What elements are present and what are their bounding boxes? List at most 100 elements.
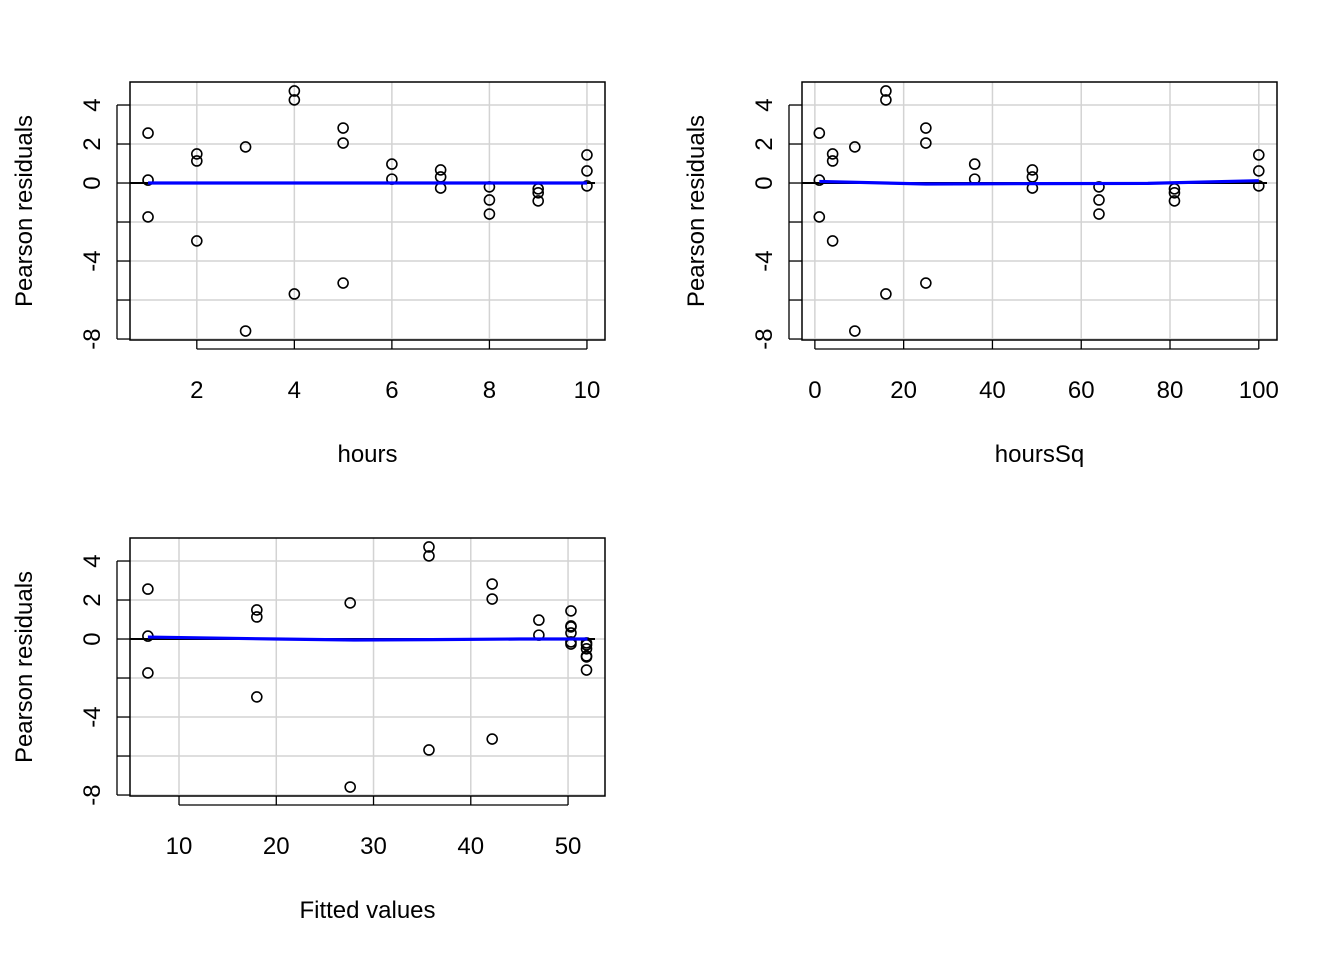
data-point	[1252, 165, 1265, 177]
data-point	[239, 325, 252, 337]
data-point	[1168, 195, 1181, 207]
data-point	[581, 165, 593, 177]
x-tick-label: 6	[385, 377, 398, 404]
data-point	[191, 148, 203, 160]
data-point	[344, 597, 356, 609]
data-point	[968, 158, 981, 170]
x-tick-label: 100	[1239, 377, 1279, 404]
data-point	[288, 288, 301, 300]
x-tick-label: 20	[263, 833, 290, 860]
x-tick-label: 20	[890, 377, 917, 404]
data-point	[580, 642, 593, 655]
data-point	[251, 611, 263, 623]
data-point	[142, 174, 154, 186]
x-tick-label: 4	[288, 377, 301, 404]
y-tick-label: 4	[79, 98, 106, 111]
data-point	[1093, 194, 1105, 206]
data-point	[580, 664, 593, 676]
data-point	[1168, 186, 1181, 199]
y-axis-label: Pearson residuals	[11, 115, 38, 307]
data-point	[191, 235, 203, 247]
y-tick-label: 0	[79, 632, 106, 645]
x-tick-label: 8	[483, 377, 496, 404]
x-axis-label: hours	[337, 441, 397, 468]
data-point	[880, 85, 892, 97]
data-point	[1026, 171, 1039, 183]
y-axis-label: Pearson residuals	[11, 571, 38, 763]
x-axis-label: Fitted values	[299, 897, 435, 924]
y-tick-label: -4	[79, 706, 106, 727]
x-tick-label: 40	[979, 377, 1006, 404]
data-point	[386, 158, 398, 170]
data-point	[434, 171, 447, 183]
data-point	[826, 148, 839, 160]
data-point	[344, 781, 356, 793]
y-tick-label: 2	[79, 593, 106, 606]
data-point	[849, 141, 861, 153]
y-tick-label: -8	[79, 328, 106, 349]
data-point	[251, 604, 263, 616]
data-point	[580, 651, 593, 663]
data-point	[826, 155, 839, 167]
data-point	[142, 667, 154, 679]
x-tick-label: 80	[1157, 377, 1184, 404]
data-point	[486, 593, 498, 605]
y-tick-label: 2	[79, 137, 106, 150]
data-point	[337, 122, 349, 134]
data-point	[880, 288, 892, 300]
data-point	[251, 691, 263, 703]
data-point	[1093, 208, 1105, 220]
data-point	[920, 277, 932, 289]
data-point	[288, 94, 301, 106]
data-point	[532, 195, 544, 207]
x-tick-label: 60	[1068, 377, 1095, 404]
y-tick-label: 2	[751, 137, 778, 150]
data-point	[288, 85, 301, 97]
data-point	[486, 578, 498, 590]
data-point	[423, 541, 435, 553]
data-point	[1026, 164, 1039, 176]
data-point	[486, 733, 498, 745]
data-point	[483, 194, 496, 206]
x-tick-label: 40	[457, 833, 484, 860]
smooth-curve	[147, 635, 588, 642]
data-point	[532, 186, 544, 199]
y-tick-label: -8	[751, 328, 778, 349]
x-tick-label: 0	[808, 377, 821, 404]
data-point	[565, 621, 577, 633]
y-tick-label: -8	[79, 784, 106, 805]
x-tick-label: 10	[574, 377, 601, 404]
data-point	[826, 235, 839, 247]
data-point	[239, 141, 252, 153]
data-point	[813, 127, 826, 139]
plot-frame	[129, 537, 606, 797]
plot-frame	[129, 81, 606, 341]
data-point	[565, 605, 577, 617]
data-point	[483, 208, 496, 220]
data-point	[434, 164, 447, 176]
y-tick-label: 4	[79, 554, 106, 567]
panel-3: 10 20 30 40 50 -8 -4 0 2 4 Fitted values Pearson re…	[11, 537, 606, 924]
data-point	[849, 325, 861, 337]
data-point	[191, 155, 203, 167]
data-point	[581, 180, 593, 192]
plot-frame	[801, 81, 1278, 341]
data-point	[533, 614, 545, 626]
smooth-curve	[819, 179, 1259, 186]
y-tick-label: 0	[79, 176, 106, 189]
y-tick-label: 0	[751, 176, 778, 189]
panel-1: 2 4 6 8 10 -8 -4 0 2 4 hours Pearson residuals	[11, 81, 606, 468]
data-point	[337, 277, 349, 289]
x-tick-label: 30	[360, 833, 387, 860]
data-point	[880, 94, 892, 106]
y-tick-label: -4	[751, 250, 778, 271]
data-point	[142, 127, 154, 139]
y-tick-label: -4	[79, 250, 106, 271]
data-point	[813, 211, 826, 223]
data-point	[142, 211, 154, 223]
y-axis-label: Pearson residuals	[683, 115, 710, 307]
x-tick-label: 50	[555, 833, 582, 860]
panel-2: 0 20 40 60 80 100 -8 -4 0 2 4 hoursSq Pearson residu…	[683, 81, 1279, 468]
x-tick-label: 10	[166, 833, 193, 860]
